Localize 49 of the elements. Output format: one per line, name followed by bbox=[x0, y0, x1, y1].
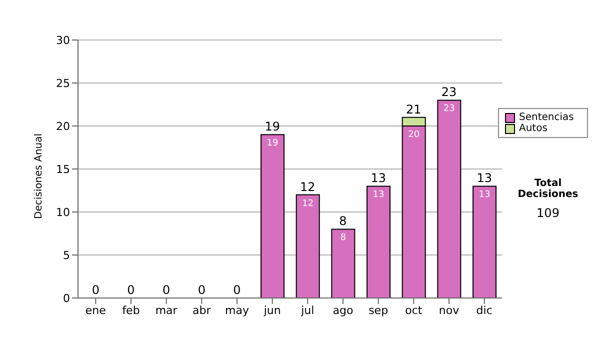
bar bbox=[331, 228, 356, 298]
y-tick-label: 0 bbox=[63, 292, 70, 305]
bar bbox=[260, 134, 285, 298]
data-label: 23 bbox=[443, 104, 455, 114]
x-tick-label: oct bbox=[405, 304, 423, 317]
y-tick-label: 5 bbox=[63, 248, 70, 262]
text: Total Decisiones bbox=[516, 178, 580, 200]
total-label: 0 bbox=[162, 283, 170, 297]
legend-label: Autos bbox=[519, 123, 548, 134]
y-tick-label: 25 bbox=[56, 76, 70, 90]
total-label: 0 bbox=[233, 283, 241, 297]
total-label: 12 bbox=[300, 180, 316, 194]
total-label: 0 bbox=[92, 283, 100, 297]
total-label: 13 bbox=[476, 171, 492, 186]
total-label: 19 bbox=[264, 120, 280, 134]
data-label: 20 bbox=[408, 130, 420, 140]
y-axis-title: Decisiones Anual bbox=[34, 133, 45, 219]
legend-label: Sentencias bbox=[519, 112, 574, 123]
data-label: 8 bbox=[340, 233, 346, 244]
data-label: 12 bbox=[302, 198, 314, 209]
x-tick-label: abr bbox=[192, 304, 212, 317]
x-tick-label: jun bbox=[262, 304, 281, 317]
data-label: 13 bbox=[478, 190, 490, 200]
total-label: 23 bbox=[441, 85, 457, 100]
x-tick-label: sep bbox=[368, 304, 388, 317]
x-tick-label: may bbox=[225, 304, 250, 317]
data-label: 13 bbox=[372, 190, 384, 200]
x-tick-label: feb bbox=[122, 304, 140, 317]
y-tick-label: 10 bbox=[56, 206, 70, 219]
y-tick-label: 30 bbox=[56, 34, 70, 47]
y-tick-label: 20 bbox=[56, 120, 70, 133]
x-tick-label: jul bbox=[300, 304, 314, 317]
bar bbox=[366, 186, 391, 298]
bar bbox=[296, 194, 320, 298]
x-tick-label: ago bbox=[332, 304, 354, 317]
data-label: 19 bbox=[266, 138, 279, 149]
x-tick-label: nov bbox=[438, 304, 460, 317]
total-label: 21 bbox=[406, 102, 422, 116]
x-tick-label: mar bbox=[155, 304, 178, 317]
total-label: 13 bbox=[370, 171, 386, 186]
x-tick-label: ene bbox=[85, 304, 106, 317]
bar bbox=[437, 100, 462, 298]
total-label: 0 bbox=[127, 283, 135, 297]
bar bbox=[472, 186, 497, 298]
total-label: 8 bbox=[339, 214, 347, 228]
total-label: 0 bbox=[198, 283, 206, 297]
x-tick-label: dic bbox=[476, 304, 492, 317]
text: 109 bbox=[536, 206, 560, 220]
y-tick-label: 15 bbox=[56, 162, 70, 176]
